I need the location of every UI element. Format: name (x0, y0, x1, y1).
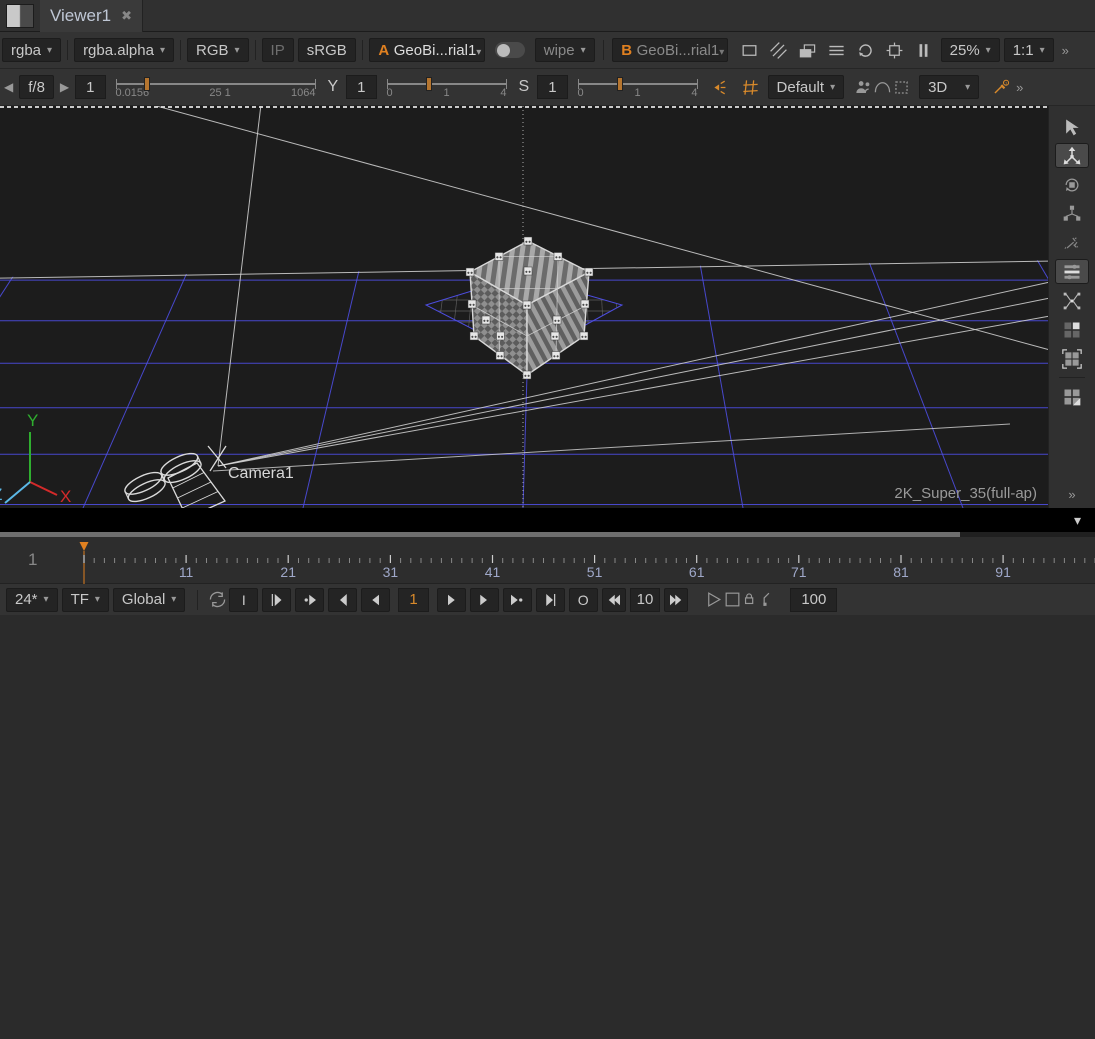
svg-text:91: 91 (995, 564, 1011, 580)
svg-text:41: 41 (485, 564, 501, 580)
svg-text:Camera1: Camera1 (228, 465, 294, 482)
svg-text:Y: Y (27, 411, 38, 430)
svg-text:51: 51 (587, 564, 603, 580)
svg-text:Z: Z (0, 485, 2, 504)
svg-text:1: 1 (80, 537, 87, 539)
svg-text:11: 11 (179, 564, 194, 580)
svg-text:X: X (60, 487, 71, 506)
svg-text:81: 81 (893, 564, 909, 580)
svg-text:31: 31 (383, 564, 399, 580)
svg-text:61: 61 (689, 564, 705, 580)
svg-text:21: 21 (280, 564, 296, 580)
svg-text:71: 71 (791, 564, 807, 580)
svg-text:1: 1 (1005, 80, 1007, 85)
